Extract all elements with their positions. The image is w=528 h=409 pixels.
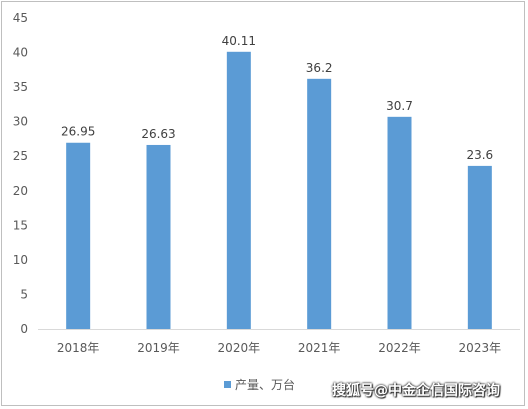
x-tick-label: 2023年 [459,341,502,355]
legend-swatch [224,381,231,388]
data-labels: 26.95 26.63 40.11 36.2 30.7 23.6 [61,34,493,162]
y-tick-label: 0 [20,322,28,336]
bar [66,142,91,329]
legend-label: 产量、万台 [235,377,295,392]
bar [467,165,492,329]
x-tick-label: 2018年 [57,341,100,355]
bars [66,51,492,329]
y-tick-label: 20 [13,184,28,198]
x-tick-label: 2019年 [137,341,180,355]
bar [387,116,412,329]
data-label: 26.63 [141,127,175,141]
y-tick-label: 10 [13,253,28,267]
y-tick-label: 45 [13,11,28,25]
x-axis-ticks: 2018年 2019年 2020年 2021年 2022年 2023年 [57,341,501,355]
data-label: 36.2 [306,61,333,75]
data-label: 23.6 [466,148,493,162]
x-tick-label: 2021年 [298,341,341,355]
data-label: 30.7 [386,99,413,113]
data-label: 26.95 [61,125,95,139]
x-tick-label: 2020年 [218,341,261,355]
y-tick-label: 15 [13,218,28,232]
data-label: 40.11 [222,34,256,48]
watermark: 搜狐号@中金企信国际咨询 [332,383,500,399]
legend: 产量、万台 [224,377,295,392]
y-tick-label: 30 [13,115,28,129]
bar [146,144,171,329]
y-tick-label: 25 [13,149,28,163]
y-tick-label: 5 [20,287,28,301]
bar [307,78,332,329]
y-tick-label: 35 [13,80,28,94]
x-tick-label: 2022年 [378,341,421,355]
y-tick-label: 40 [13,46,28,60]
y-axis-ticks: 0 5 10 15 20 25 30 35 40 45 [13,11,28,336]
bar [226,51,251,329]
